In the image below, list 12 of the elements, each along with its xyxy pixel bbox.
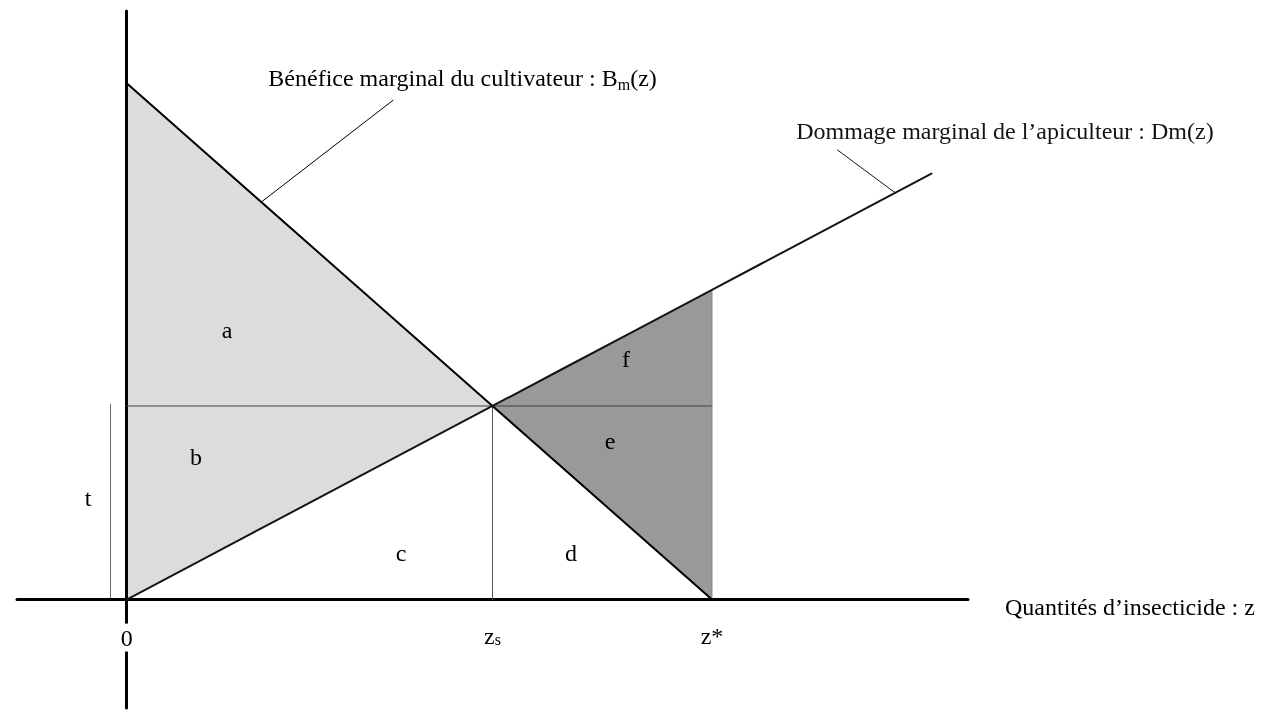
annotation: t <box>84 485 92 511</box>
text: Dommage marginal de l’apiculteur : Dm(z) <box>796 117 1214 144</box>
annotation: d <box>565 540 577 566</box>
x-tick-label: 0 <box>120 624 133 651</box>
x-tick-label: z* <box>700 622 724 649</box>
x-tick-label: zs <box>484 622 501 649</box>
annotation: c <box>395 540 407 566</box>
annotation: b <box>190 444 202 470</box>
annotation: e <box>604 428 616 454</box>
x-axis-title: Quantités d’insecticide : z <box>1005 593 1255 620</box>
annotation: f <box>622 346 630 372</box>
annotation: a <box>221 317 233 343</box>
